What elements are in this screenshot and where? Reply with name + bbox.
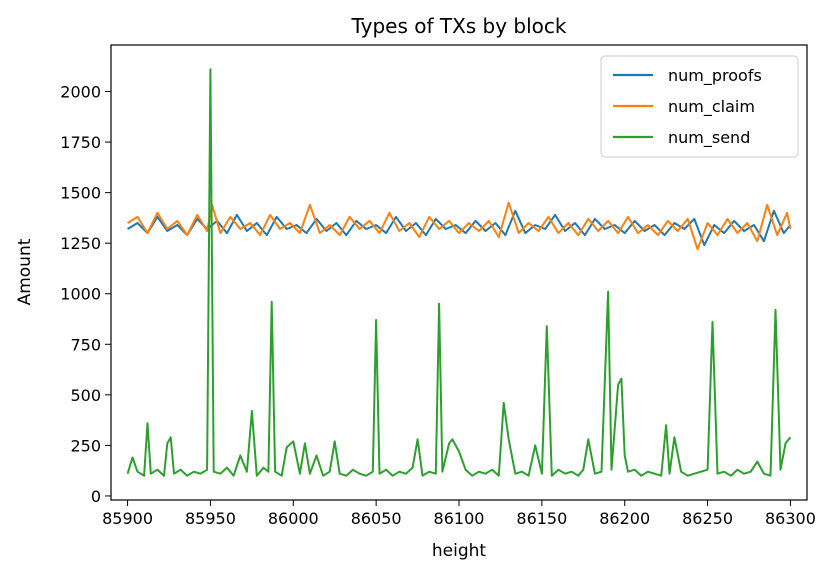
x-tick-label: 85950 (185, 509, 236, 528)
x-tick-label: 86250 (682, 509, 733, 528)
y-tick-label: 750 (70, 335, 101, 354)
legend-label-num_claim: num_claim (668, 97, 755, 117)
plot-area (126, 68, 792, 477)
x-axis: 85900 85950 86000 86050 86100 86150 86200 86250… (102, 500, 816, 528)
y-tick-label: 1250 (60, 234, 101, 253)
x-tick-label: 86100 (434, 509, 485, 528)
legend-box (600, 55, 799, 158)
series-line-num_claim (127, 201, 792, 251)
y-tick-label: 1500 (60, 184, 101, 203)
y-axis-title: Amount (15, 238, 35, 305)
x-tick-label: 86050 (351, 509, 402, 528)
chart-title: Types of TXs by block (351, 14, 567, 38)
y-tick-label: 1000 (60, 285, 101, 304)
y-tick-label: 250 (70, 436, 101, 455)
x-tick-label: 86200 (599, 509, 650, 528)
y-tick-label: 500 (70, 386, 101, 405)
series-line-num_send (126, 68, 792, 477)
legend: num_proofs num_claim num_send (600, 55, 799, 158)
x-tick-label: 86000 (268, 509, 319, 528)
x-axis-title: height (432, 541, 487, 561)
x-tick-label: 86300 (765, 509, 816, 528)
y-tick-label: 2000 (60, 83, 101, 102)
legend-label-num_proofs: num_proofs (668, 66, 762, 86)
legend-label-num_send: num_send (668, 128, 750, 148)
y-tick-label: 0 (91, 487, 101, 506)
x-tick-label: 86150 (516, 509, 567, 528)
series-line-num_proofs (127, 209, 792, 247)
y-tick-label: 1750 (60, 133, 101, 152)
x-tick-label: 85900 (102, 509, 153, 528)
y-axis: 0 250 500 750 1000 1250 1500 1750 2000 (60, 83, 111, 506)
